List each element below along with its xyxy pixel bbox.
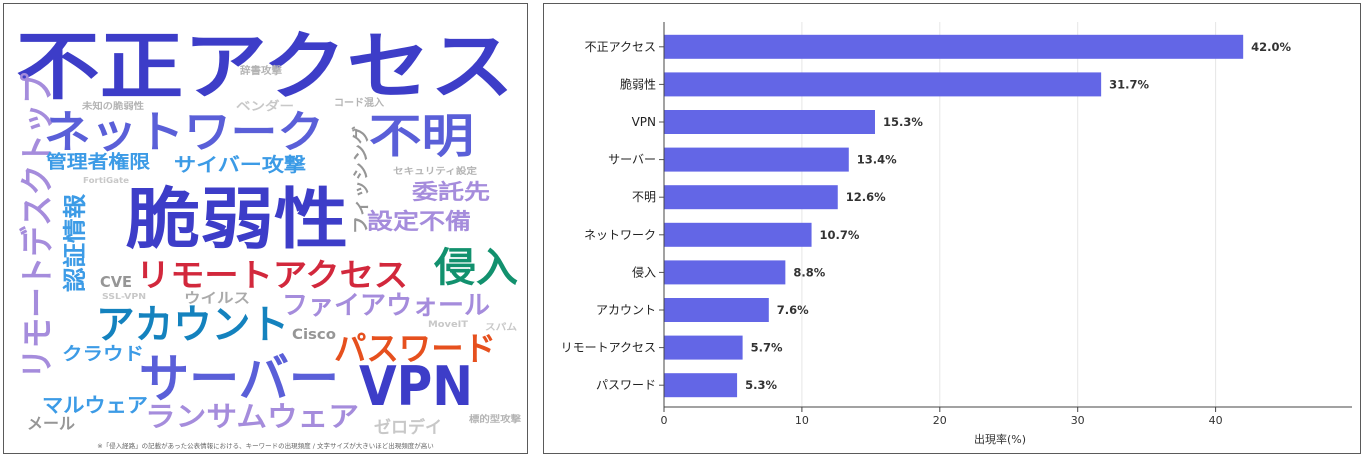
- wordcloud-word: ランサムウェア: [145, 400, 359, 433]
- wordcloud-word: パスワード: [334, 329, 496, 368]
- bar: [664, 34, 1244, 59]
- wordcloud-word: ベンダー: [236, 98, 294, 113]
- wordcloud-note: ※「侵入経路」の記載があった公表情報における、キーワードの出現頻度 / 文字サイ…: [97, 442, 434, 450]
- bar: [664, 335, 743, 360]
- wordcloud-word: 管理者権限: [46, 151, 151, 173]
- wordcloud-word: 不明: [369, 109, 474, 163]
- wordcloud-word: 未知の脆弱性: [81, 100, 144, 112]
- value-label: 8.8%: [793, 265, 825, 279]
- category-label: アカウント: [596, 303, 656, 317]
- x-tick-label: 0: [661, 414, 668, 427]
- wordcloud-word: 委託先: [411, 180, 490, 204]
- bar: [664, 147, 849, 172]
- wordcloud-word: コード混入: [334, 96, 384, 109]
- wordcloud-word: VPN: [359, 355, 473, 418]
- wordcloud-word: スパム: [485, 321, 517, 333]
- value-label: 10.7%: [820, 228, 860, 242]
- wordcloud-word: SSL-VPN: [102, 292, 146, 301]
- category-label: 脆弱性: [620, 76, 656, 91]
- bar: [664, 260, 786, 285]
- category-label: サーバー: [608, 153, 656, 167]
- bar-chart: 不正アクセス 42.0% 脆弱性 31.7% VPN 15.3% サーバー 13.4% 不明 12…: [561, 22, 1352, 446]
- x-tick-label: 10: [795, 414, 809, 427]
- wordcloud-panel: 不正アクセス ネットワーク 不明 脆弱性 リモートデスクトップ侵入 リモートアクセスアカウ…: [3, 3, 528, 454]
- wordcloud-word: ゼロデイ: [374, 417, 442, 438]
- value-label: 5.7%: [751, 341, 783, 355]
- wordcloud-word: 辞書攻撃: [240, 64, 282, 77]
- value-label: 7.6%: [777, 303, 809, 317]
- x-tick-label: 30: [1071, 414, 1085, 427]
- wordcloud-word: クラウド: [62, 344, 144, 365]
- value-label: 42.0%: [1251, 40, 1291, 54]
- category-label: 不正アクセス: [585, 40, 656, 54]
- wordcloud-word: 標的型攻撃: [469, 413, 521, 425]
- x-tick-label: 40: [1209, 414, 1223, 427]
- bar: [664, 222, 812, 247]
- category-label: パスワード: [596, 378, 656, 392]
- category-label: 侵入: [632, 264, 656, 279]
- bar: [664, 298, 769, 322]
- wordcloud-word: リモートアクセス: [136, 256, 408, 294]
- wordcloud-word: セキュリティ設定: [393, 165, 478, 177]
- wordcloud-word: 認証情報: [62, 193, 89, 292]
- bar: [664, 185, 838, 210]
- wordcloud-word: Cisco: [292, 327, 336, 343]
- category-label: VPN: [632, 115, 656, 129]
- value-label: 5.3%: [745, 378, 777, 392]
- bar-chart-panel: 不正アクセス 42.0% 脆弱性 31.7% VPN 15.3% サーバー 13.4% 不明 12…: [543, 3, 1361, 454]
- wordcloud-word: マルウェア: [42, 393, 148, 417]
- wordcloud-word: 不正アクセス: [16, 24, 514, 110]
- wordcloud-word: MoveIT: [428, 320, 469, 330]
- x-axis-title: 出現率(%): [974, 432, 1026, 446]
- bar: [664, 373, 738, 398]
- wordcloud-word: CVE: [100, 273, 132, 291]
- wordcloud-word: ネットワーク: [44, 107, 324, 158]
- value-label: 31.7%: [1109, 77, 1149, 91]
- wordcloud-word: フィッシング: [350, 126, 371, 234]
- value-label: 12.6%: [846, 190, 886, 204]
- category-label: ネットワーク: [584, 228, 656, 242]
- wordcloud-word: アカウント: [96, 302, 289, 348]
- wordcloud-word: 設定不備: [367, 209, 471, 235]
- wordcloud-word: ウイルス: [184, 291, 250, 307]
- wordcloud-word: サーバー: [139, 350, 339, 410]
- wordcloud-word: 侵入: [433, 245, 518, 291]
- wordcloud-word: サイバー攻撃: [174, 153, 306, 176]
- bar: [664, 72, 1102, 97]
- wordcloud-word: ファイアウォール: [282, 291, 490, 321]
- wordcloud: 不正アクセスネットワーク 不明脆弱性 リモートデスクトップ侵入リモートアクセスアカウ…: [16, 24, 521, 438]
- wordcloud-word: 脆弱性: [126, 181, 348, 258]
- value-label: 13.4%: [857, 153, 897, 167]
- wordcloud-word: メール: [27, 414, 75, 433]
- value-label: 15.3%: [883, 115, 923, 129]
- wordcloud-word: リモートデスクトップ: [18, 73, 58, 379]
- category-label: リモートアクセス: [561, 341, 656, 355]
- bar: [664, 110, 875, 134]
- category-label: 不明: [632, 190, 656, 204]
- wordcloud-word: FortiGate: [83, 176, 130, 185]
- x-tick-label: 20: [933, 414, 947, 427]
